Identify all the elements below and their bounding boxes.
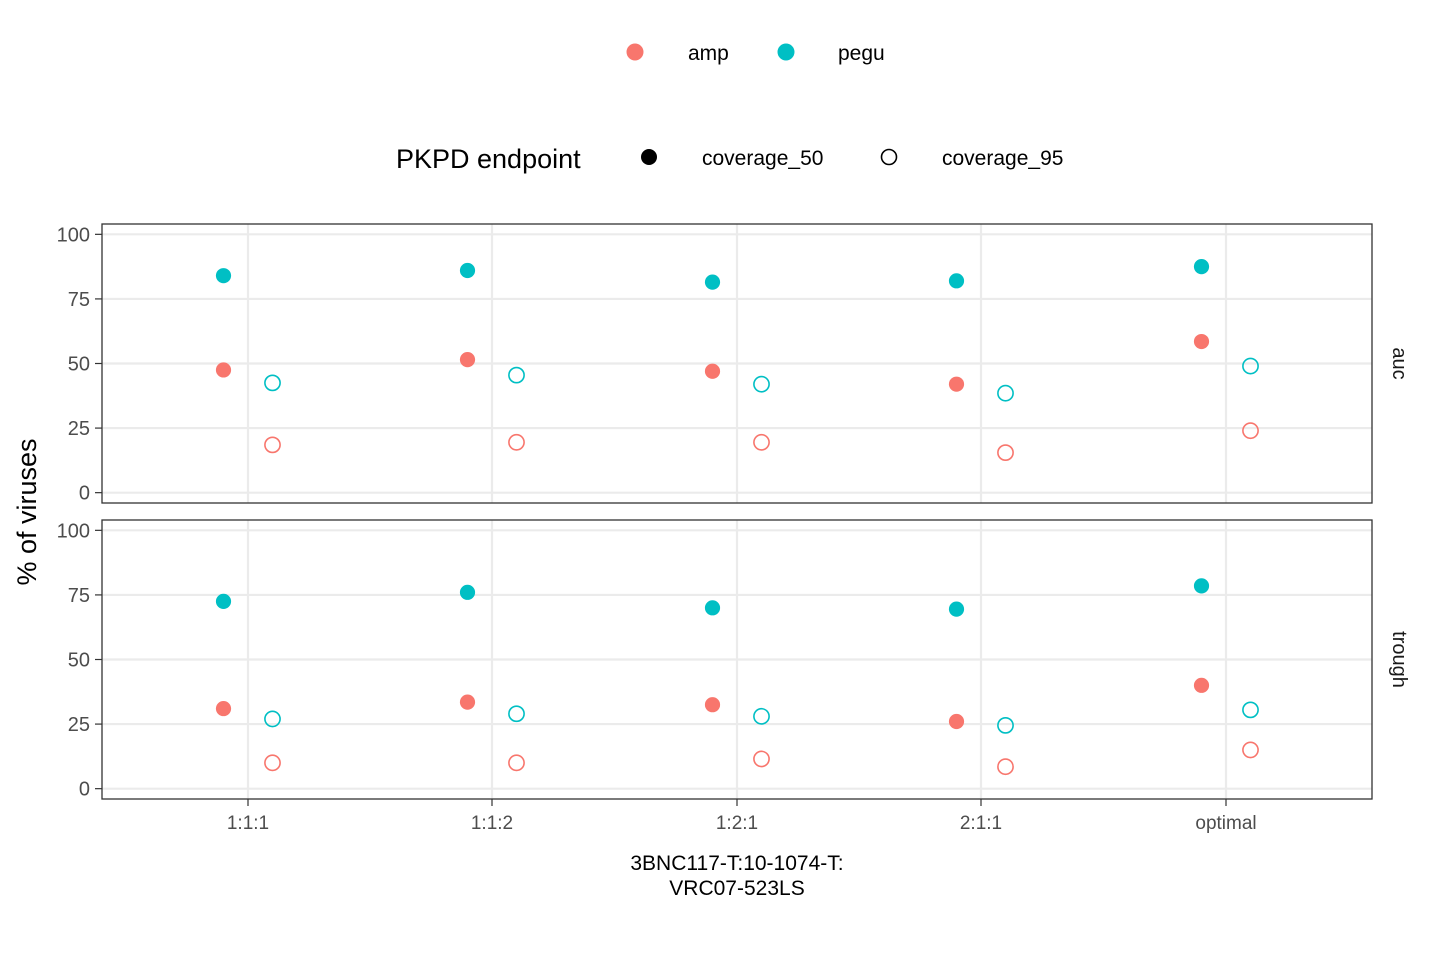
point-auc-pegu-coverage_50-1:2:1	[704, 274, 721, 290]
y-tick-label: 50	[68, 650, 90, 672]
x-tick-label-1:1:2: 1:1:2	[471, 813, 513, 834]
y-tick-label: 0	[79, 483, 90, 505]
x-tick-label-optimal: optimal	[1195, 813, 1256, 834]
point-trough-pegu-coverage_95-1:1:2	[508, 705, 525, 723]
y-tick-label: 75	[68, 289, 90, 311]
point-trough-pegu-coverage_95-2:1:1	[997, 716, 1014, 734]
point-trough-pegu-coverage_50-1:2:1	[704, 600, 721, 616]
point-auc-amp-coverage_50-1:1:1	[215, 362, 232, 378]
panel-border	[101, 223, 1373, 504]
point-trough-pegu-coverage_95-optimal	[1242, 701, 1259, 719]
point-auc-pegu-coverage_95-1:1:2	[508, 366, 525, 384]
point-trough-pegu-coverage_50-1:1:2	[459, 584, 476, 600]
point-trough-amp-coverage_50-1:1:2	[459, 694, 476, 710]
y-tick-label: 50	[68, 354, 90, 376]
point-trough-pegu-coverage_95-1:2:1	[753, 707, 770, 725]
point-auc-amp-coverage_50-1:1:2	[459, 352, 476, 368]
point-trough-amp-coverage_50-2:1:1	[948, 713, 965, 730]
legend-label-coverage_50: coverage_50	[702, 147, 823, 170]
point-auc-pegu-coverage_50-2:1:1	[948, 273, 965, 289]
point-trough-amp-coverage_95-1:1:1	[264, 754, 281, 772]
legend-shape-title: PKPD endpoint	[396, 144, 581, 174]
point-trough-amp-coverage_95-1:2:1	[753, 750, 770, 768]
legend-key-pegu	[777, 43, 795, 61]
point-auc-pegu-coverage_95-optimal	[1242, 357, 1259, 375]
y-tick-label: 25	[68, 714, 90, 736]
point-trough-pegu-coverage_50-optimal	[1193, 578, 1210, 594]
point-auc-pegu-coverage_95-1:2:1	[753, 375, 770, 393]
facet-panel-auc: 0 25 50 75 100 auc	[57, 223, 1410, 505]
point-auc-amp-coverage_50-1:2:1	[704, 363, 721, 379]
point-auc-pegu-coverage_50-1:1:2	[459, 262, 476, 279]
facet-strip-label-trough: trough	[1388, 631, 1410, 688]
point-auc-pegu-coverage_95-2:1:1	[997, 384, 1014, 402]
point-trough-pegu-coverage_50-2:1:1	[948, 601, 965, 617]
x-axis-title: 3BNC117-T:10-1074-T:VRC07-523LS	[630, 852, 843, 900]
point-trough-amp-coverage_50-1:2:1	[704, 697, 721, 713]
legend-label-amp: amp	[688, 42, 729, 65]
point-trough-amp-coverage_95-2:1:1	[997, 758, 1014, 776]
point-auc-amp-coverage_95-1:1:2	[508, 433, 525, 451]
point-trough-amp-coverage_50-1:1:1	[215, 700, 232, 717]
point-auc-pegu-coverage_50-optimal	[1193, 259, 1210, 275]
point-auc-amp-coverage_95-optimal	[1242, 422, 1259, 440]
facet-panel-trough: 0 25 50 75 100 trough	[57, 519, 1410, 801]
legend-key-coverage_50	[641, 149, 657, 165]
facet-strip-label-auc: auc	[1388, 347, 1410, 379]
point-trough-amp-coverage_95-1:1:2	[508, 754, 525, 772]
x-tick-label-1:2:1: 1:2:1	[716, 813, 758, 834]
y-axis-title: % of viruses	[12, 438, 42, 585]
y-tick-label: 100	[57, 224, 90, 246]
x-axis-title-line: 3BNC117-T:10-1074-T:	[630, 852, 843, 875]
y-tick-label: 25	[68, 418, 90, 440]
legend-key-coverage_95	[880, 148, 898, 166]
x-tick-label-1:1:1: 1:1:1	[227, 813, 269, 834]
y-tick-label: 0	[79, 779, 90, 801]
legend-label-pegu: pegu	[838, 42, 885, 65]
y-tick-label: 100	[57, 520, 90, 542]
point-trough-pegu-coverage_95-1:1:1	[264, 710, 281, 728]
point-trough-amp-coverage_95-optimal	[1242, 741, 1259, 759]
legend-label-coverage_95: coverage_95	[942, 147, 1063, 170]
legend-key-amp	[626, 43, 644, 61]
point-auc-pegu-coverage_95-1:1:1	[264, 374, 281, 392]
x-axis-title-line: VRC07-523LS	[669, 877, 804, 900]
point-auc-amp-coverage_95-1:1:1	[264, 436, 281, 454]
x-axis: 1:1:1 1:1:2 1:2:1 2:1:1 optimal	[227, 799, 1257, 834]
y-tick-label: 75	[68, 585, 90, 607]
point-auc-amp-coverage_50-2:1:1	[948, 376, 965, 392]
point-trough-amp-coverage_50-optimal	[1193, 677, 1210, 693]
point-auc-pegu-coverage_50-1:1:1	[215, 268, 232, 284]
x-tick-label-2:1:1: 2:1:1	[960, 813, 1002, 834]
legend-shape: PKPD endpoint coverage_50 coverage_95	[396, 144, 1063, 174]
point-auc-amp-coverage_95-1:2:1	[753, 433, 770, 451]
legend-color: amp pegu	[626, 42, 885, 65]
point-trough-pegu-coverage_50-1:1:1	[215, 593, 232, 609]
point-auc-amp-coverage_50-optimal	[1193, 333, 1210, 350]
point-auc-amp-coverage_95-2:1:1	[997, 444, 1014, 462]
